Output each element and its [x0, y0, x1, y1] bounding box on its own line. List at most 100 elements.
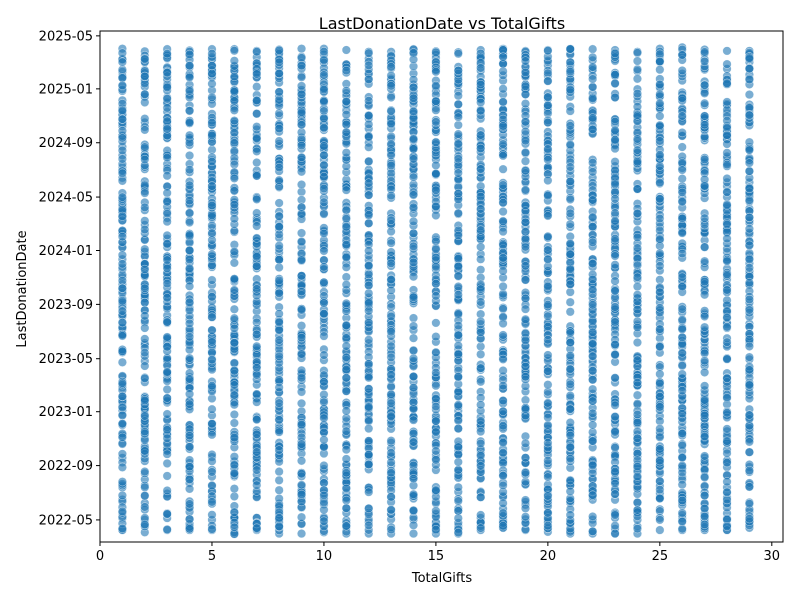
- scatter-point: [655, 444, 665, 454]
- scatter-point: [117, 419, 127, 429]
- scatter-point: [140, 224, 150, 235]
- scatter-point: [520, 200, 531, 210]
- scatter-point: [207, 381, 217, 391]
- scatter-point: [274, 335, 284, 345]
- scatter-point: [498, 330, 508, 340]
- scatter-point: [229, 274, 239, 284]
- scatter-point: [588, 351, 598, 361]
- scatter-point: [610, 373, 620, 383]
- scatter-point: [364, 280, 374, 290]
- scatter-point: [565, 139, 575, 150]
- scatter-point: [610, 179, 620, 189]
- scatter-point: [296, 167, 307, 177]
- scatter-point: [543, 412, 553, 423]
- scatter-point: [319, 490, 329, 500]
- scatter-point: [140, 519, 150, 530]
- scatter-point: [431, 506, 441, 516]
- scatter-point: [386, 492, 396, 502]
- scatter-point: [408, 520, 419, 530]
- scatter-point: [185, 245, 195, 255]
- scatter-point: [386, 118, 396, 129]
- scatter-point: [229, 460, 239, 470]
- scatter-point: [319, 150, 329, 160]
- scatter-point: [476, 191, 486, 202]
- scatter-point: [520, 453, 531, 463]
- scatter-point: [677, 361, 687, 371]
- scatter-point: [677, 495, 687, 506]
- scatter-point: [252, 96, 262, 106]
- scatter-point: [700, 451, 710, 461]
- scatter-point: [364, 261, 374, 271]
- scatter-point: [162, 524, 172, 535]
- scatter-point: [408, 371, 419, 382]
- scatter-point: [543, 231, 553, 241]
- x-tick-label: 5: [208, 549, 216, 564]
- scatter-point: [498, 471, 508, 481]
- scatter-point: [677, 174, 687, 184]
- scatter-point: [632, 290, 642, 300]
- scatter-point: [722, 122, 732, 133]
- scatter-point: [543, 508, 553, 518]
- scatter-point: [185, 389, 195, 399]
- scatter-point: [655, 213, 665, 224]
- scatter-point: [700, 367, 710, 377]
- scatter-point: [744, 482, 754, 492]
- scatter-point: [408, 321, 419, 331]
- scatter-point: [252, 109, 262, 119]
- scatter-point: [364, 119, 374, 129]
- scatter-point: [185, 208, 195, 218]
- scatter-point: [185, 474, 195, 484]
- scatter-point: [319, 160, 329, 170]
- scatter-point: [588, 237, 598, 247]
- scatter-point: [431, 81, 441, 91]
- scatter-point: [117, 105, 127, 115]
- scatter-point: [744, 294, 754, 305]
- scatter-point: [520, 147, 531, 158]
- scatter-point: [543, 281, 553, 292]
- scatter-point: [700, 395, 710, 405]
- scatter-point: [162, 239, 172, 249]
- scatter-point: [722, 269, 732, 280]
- scatter-point: [565, 486, 575, 496]
- scatter-point: [274, 241, 284, 251]
- scatter-point: [588, 511, 598, 522]
- scatter-point: [677, 272, 687, 282]
- y-tick-label: 2025-01: [39, 82, 93, 97]
- scatter-point: [274, 162, 284, 173]
- scatter-point: [319, 309, 329, 319]
- scatter-point: [296, 349, 307, 359]
- scatter-point: [565, 476, 575, 486]
- scatter-point: [543, 117, 553, 128]
- scatter-point: [207, 210, 217, 220]
- scatter-point: [386, 448, 396, 458]
- scatter-point: [655, 234, 665, 244]
- scatter-point: [744, 514, 754, 524]
- scatter-point: [408, 228, 419, 238]
- scatter-point: [588, 408, 598, 418]
- scatter-point: [229, 522, 239, 532]
- scatter-point: [207, 419, 217, 429]
- scatter-point: [252, 233, 262, 243]
- scatter-point: [543, 155, 553, 165]
- x-tick-label: 25: [652, 549, 669, 564]
- scatter-point: [744, 437, 754, 447]
- scatter-point: [207, 510, 217, 520]
- scatter-point: [476, 106, 486, 116]
- scatter-point: [632, 524, 642, 534]
- scatter-point: [408, 272, 419, 282]
- scatter-point: [386, 139, 396, 149]
- scatter-point: [296, 236, 307, 247]
- scatter-point: [476, 416, 486, 426]
- scatter-point: [364, 288, 374, 298]
- scatter-point: [386, 457, 396, 467]
- scatter-point: [386, 341, 396, 351]
- scatter-point: [117, 402, 127, 412]
- scatter-point: [296, 439, 307, 449]
- scatter-point: [453, 120, 463, 130]
- scatter-point: [722, 354, 732, 364]
- scatter-point: [476, 204, 486, 214]
- scatter-point: [632, 282, 642, 292]
- scatter-point: [744, 352, 754, 362]
- scatter-point: [632, 89, 642, 99]
- scatter-point: [700, 80, 710, 90]
